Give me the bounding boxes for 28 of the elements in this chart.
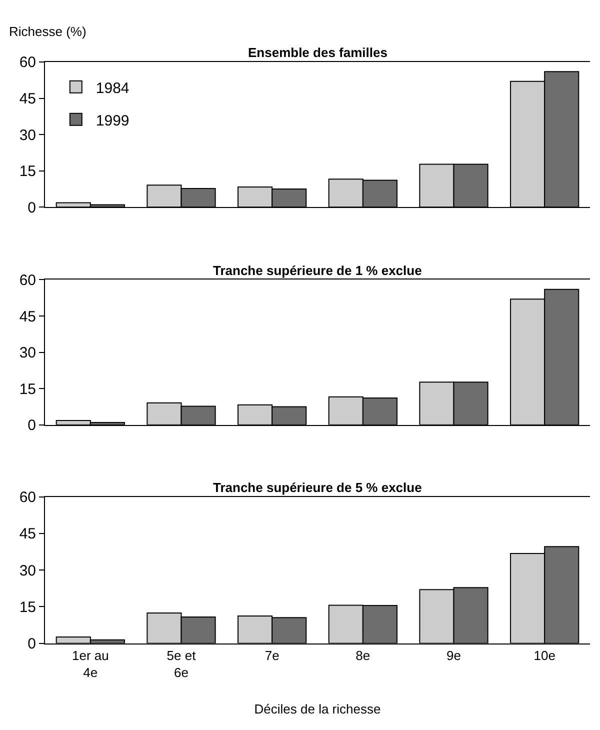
x-tick-label: 9e xyxy=(446,648,461,663)
y-tick-label: 30 xyxy=(19,562,36,580)
y-tick-label: 15 xyxy=(19,380,36,398)
x-tick-label: 10e xyxy=(534,648,556,663)
chart-title: Tranche supérieure de 1 % exclue xyxy=(213,263,422,278)
y-tick-label: 60 xyxy=(19,54,36,72)
y-tick-label: 30 xyxy=(19,126,36,144)
x-tick-label: 5e et 6e xyxy=(166,648,196,680)
y-tick-label: 30 xyxy=(19,344,36,362)
y-tick-label: 15 xyxy=(19,163,36,180)
x-axis-title: Déciles de la richesse xyxy=(254,701,381,716)
y-tick-label: 45 xyxy=(19,90,36,108)
legend-label: 1999 xyxy=(96,112,130,130)
legend-label: 1984 xyxy=(96,80,130,97)
chart-title: Ensemble des familles xyxy=(248,45,388,60)
x-tick-label: 1er au 4e xyxy=(72,648,109,680)
y-tick-label: 45 xyxy=(19,526,36,543)
y-tick-label: 15 xyxy=(19,598,36,616)
x-tick-label: 7e xyxy=(264,648,280,663)
y-tick-label: 60 xyxy=(19,489,36,506)
y-tick-label: 60 xyxy=(19,272,36,289)
chart-title: Tranche supérieure de 5 % exclue xyxy=(213,480,422,495)
y-tick-label: 0 xyxy=(28,636,36,653)
y-tick-label: 45 xyxy=(19,308,36,326)
y-axis-title: Richesse (%) xyxy=(9,24,86,39)
y-tick-label: 0 xyxy=(28,199,36,216)
x-tick-label: 8e xyxy=(356,648,370,663)
y-tick-label: 0 xyxy=(28,417,36,434)
